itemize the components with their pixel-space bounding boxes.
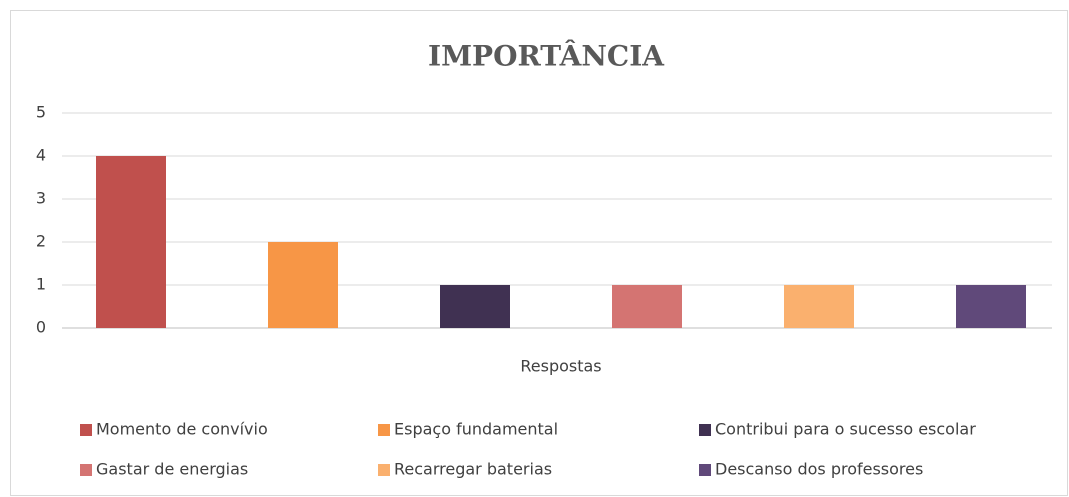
- legend-swatch: [699, 464, 711, 476]
- legend-label: Descanso dos professores: [715, 460, 923, 479]
- legend-swatch: [80, 424, 92, 436]
- legend-label: Recarregar baterias: [394, 460, 552, 479]
- bar: [268, 242, 338, 328]
- bar: [96, 156, 166, 328]
- bar: [784, 285, 854, 328]
- y-tick-label: 0: [36, 318, 46, 337]
- y-tick-label: 3: [36, 189, 46, 208]
- y-tick-label: 5: [36, 103, 46, 122]
- y-tick-label: 1: [36, 275, 46, 294]
- x-tick-label: Respostas: [520, 357, 601, 376]
- chart-border: [10, 10, 1068, 496]
- legend-swatch: [378, 464, 390, 476]
- y-tick-label: 2: [36, 232, 46, 251]
- chart-title: IMPORTÂNCIA: [428, 40, 665, 73]
- legend-swatch: [378, 424, 390, 436]
- y-tick-label: 4: [36, 146, 46, 165]
- legend-label: Contribui para o sucesso escolar: [715, 420, 976, 439]
- legend-label: Momento de convívio: [96, 420, 268, 439]
- legend-label: Gastar de energias: [96, 460, 248, 479]
- bar: [440, 285, 510, 328]
- legend-label: Espaço fundamental: [394, 420, 558, 439]
- legend-swatch: [699, 424, 711, 436]
- bar: [956, 285, 1026, 328]
- legend-swatch: [80, 464, 92, 476]
- bar: [612, 285, 682, 328]
